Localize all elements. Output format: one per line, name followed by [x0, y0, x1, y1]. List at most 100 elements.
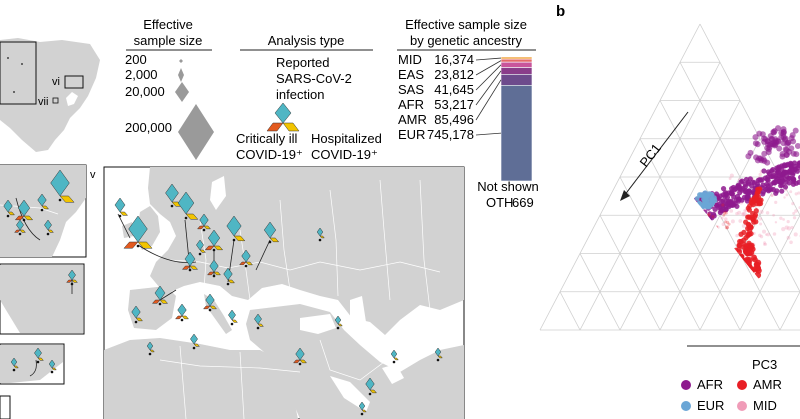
amr-point — [753, 219, 759, 225]
green-point — [679, 256, 684, 261]
study-glyph — [37, 193, 50, 212]
mid-point — [765, 211, 770, 215]
green-point — [633, 308, 640, 314]
afr-point — [761, 168, 767, 174]
legend-swatch-afr — [681, 380, 691, 390]
legend-ess-level-2000: 2,000 — [125, 67, 158, 82]
amr-point — [678, 224, 681, 228]
glyph-hospitalized — [227, 279, 236, 284]
green-point — [667, 279, 671, 283]
afr-point — [745, 153, 752, 160]
afr-point — [782, 146, 789, 153]
bar-segment-mid — [500, 56, 533, 60]
orange-point — [691, 209, 696, 215]
amr-point — [669, 217, 672, 221]
green-point — [651, 306, 657, 312]
study-glyph — [190, 333, 200, 350]
amr-point — [749, 200, 755, 206]
green-point — [640, 303, 646, 309]
eur-point — [701, 204, 706, 209]
eur-point — [702, 198, 708, 205]
country-borders — [159, 179, 441, 419]
study-glyph — [238, 249, 254, 268]
eur-point — [694, 196, 700, 202]
amr-point — [677, 202, 681, 206]
mid-point — [792, 216, 797, 220]
bar-leader-eur — [475, 132, 502, 136]
afr-point — [796, 160, 800, 166]
mid-point — [781, 226, 786, 232]
mid-point — [792, 211, 796, 215]
orange-point — [677, 198, 684, 204]
glyph-hospitalized — [159, 299, 169, 304]
legend-critically-ill-line2: COVID-19⁺ — [236, 147, 303, 162]
orange-point — [658, 206, 665, 213]
orange-point — [677, 248, 682, 253]
green-point — [652, 298, 658, 304]
green-point — [635, 316, 642, 324]
mid-point — [783, 196, 786, 199]
green-point — [652, 325, 658, 330]
glyph-critically-ill — [181, 265, 191, 270]
study-location-dot — [392, 360, 396, 364]
orange-point — [673, 240, 678, 244]
glyph-hospitalized — [369, 389, 378, 394]
afr-point — [699, 213, 706, 219]
eur-point — [697, 192, 703, 198]
amr-point — [743, 235, 749, 241]
mid-point — [758, 172, 762, 177]
mid-point — [764, 242, 768, 246]
green-point — [640, 308, 647, 315]
study-location-dot — [212, 248, 216, 252]
green-point — [654, 291, 661, 298]
lake — [66, 92, 78, 106]
study-glyph — [316, 227, 325, 242]
glyph-hospitalized — [193, 343, 200, 347]
map-dot — [21, 63, 23, 65]
amr-point — [738, 231, 744, 237]
orange-point — [674, 241, 679, 246]
afr-point — [691, 201, 697, 207]
study-glyph — [181, 251, 199, 272]
green-point — [659, 302, 667, 309]
amr-point — [702, 230, 707, 234]
legend-ess-level-200000: 200,000 — [125, 120, 172, 135]
glyph-critically-ill — [202, 305, 211, 310]
afr-point — [790, 178, 796, 184]
study-location-dot — [256, 326, 260, 330]
green-point — [640, 305, 646, 311]
orange-point — [666, 197, 673, 205]
world-overview-map: vi vii — [0, 38, 100, 152]
study-location-dot — [134, 320, 138, 324]
amr-point — [751, 254, 757, 261]
study-location-dot — [36, 360, 40, 364]
green-point — [678, 256, 682, 261]
mid-point — [762, 243, 766, 246]
study-location-dot — [230, 322, 234, 326]
afr-point — [770, 186, 776, 193]
green-point — [672, 255, 677, 260]
green-point — [634, 311, 641, 318]
afr-point — [692, 207, 699, 213]
afr-point — [744, 190, 750, 196]
mid-point — [762, 229, 767, 234]
orange-point — [677, 258, 681, 262]
legend-analysis-type: Analysis type Reported SARS-CoV-2 infect… — [236, 33, 382, 162]
study-location-dot — [12, 368, 16, 372]
orange-point — [677, 193, 684, 200]
green-point — [657, 317, 662, 323]
afr-point — [731, 194, 737, 200]
mid-point — [774, 200, 778, 205]
amr-point — [670, 206, 675, 210]
glyph-critically-ill — [206, 271, 215, 276]
afr-point — [780, 129, 787, 136]
afr-point — [698, 217, 704, 223]
study-location-dot — [118, 214, 122, 218]
afr-point — [776, 145, 783, 152]
green-point — [655, 298, 663, 305]
green-point — [679, 249, 683, 254]
green-point — [676, 249, 681, 254]
study-location-dot — [158, 302, 162, 306]
ancestry-labels: MID 16,374 EAS 23,812 SAS 41,645 AFR 53,217 AMR 8… — [398, 52, 502, 142]
ternary-gridline — [739, 215, 800, 331]
